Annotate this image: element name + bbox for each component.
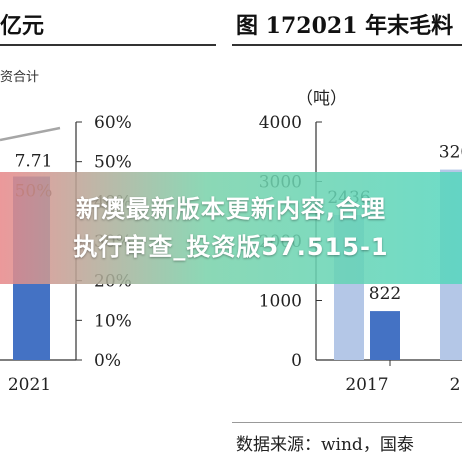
right-bar-value-label: 822	[369, 284, 401, 304]
banner-line-1: 新澳最新版本更新内容,合理	[75, 195, 387, 223]
left-x-tick-label: 2021	[8, 375, 51, 395]
right-chart-title: 图 172021 年末毛料	[236, 13, 454, 39]
right-bar-value-label: 320	[439, 143, 462, 163]
source-note: 数据来源：wind，国泰	[236, 435, 414, 455]
left-y2-tick-label: 10%	[94, 311, 132, 331]
banner-line-2: 执行审查_投资版57.515-1	[73, 233, 389, 261]
watermark-banner: 新澳最新版本更新内容,合理 执行审查_投资版57.515-1	[0, 172, 462, 284]
right-y-tick-label: 4000	[259, 113, 302, 133]
left-y2-tick-label: 60%	[94, 113, 132, 133]
right-title-rule	[232, 44, 462, 46]
left-y2-tick-label: 50%	[94, 153, 132, 173]
left-title-rule	[0, 44, 216, 46]
left-chart-title: 亿元	[0, 13, 45, 39]
right-x-tick-label: 2	[450, 375, 461, 395]
right-y-tick-label: 0	[291, 351, 302, 371]
left-series-line	[0, 126, 61, 142]
right-y-unit-label: （吨）	[296, 89, 347, 109]
source-rule	[232, 422, 462, 423]
left-y2-tick-label: 0%	[94, 351, 121, 371]
right-x-tick-label: 2017	[345, 375, 388, 395]
right-y-tick-label: 1000	[259, 292, 302, 312]
right-bar	[370, 311, 400, 360]
left-bar-value-label: 7.71	[15, 152, 53, 172]
left-chart-subtitle: 资合计	[0, 70, 40, 85]
